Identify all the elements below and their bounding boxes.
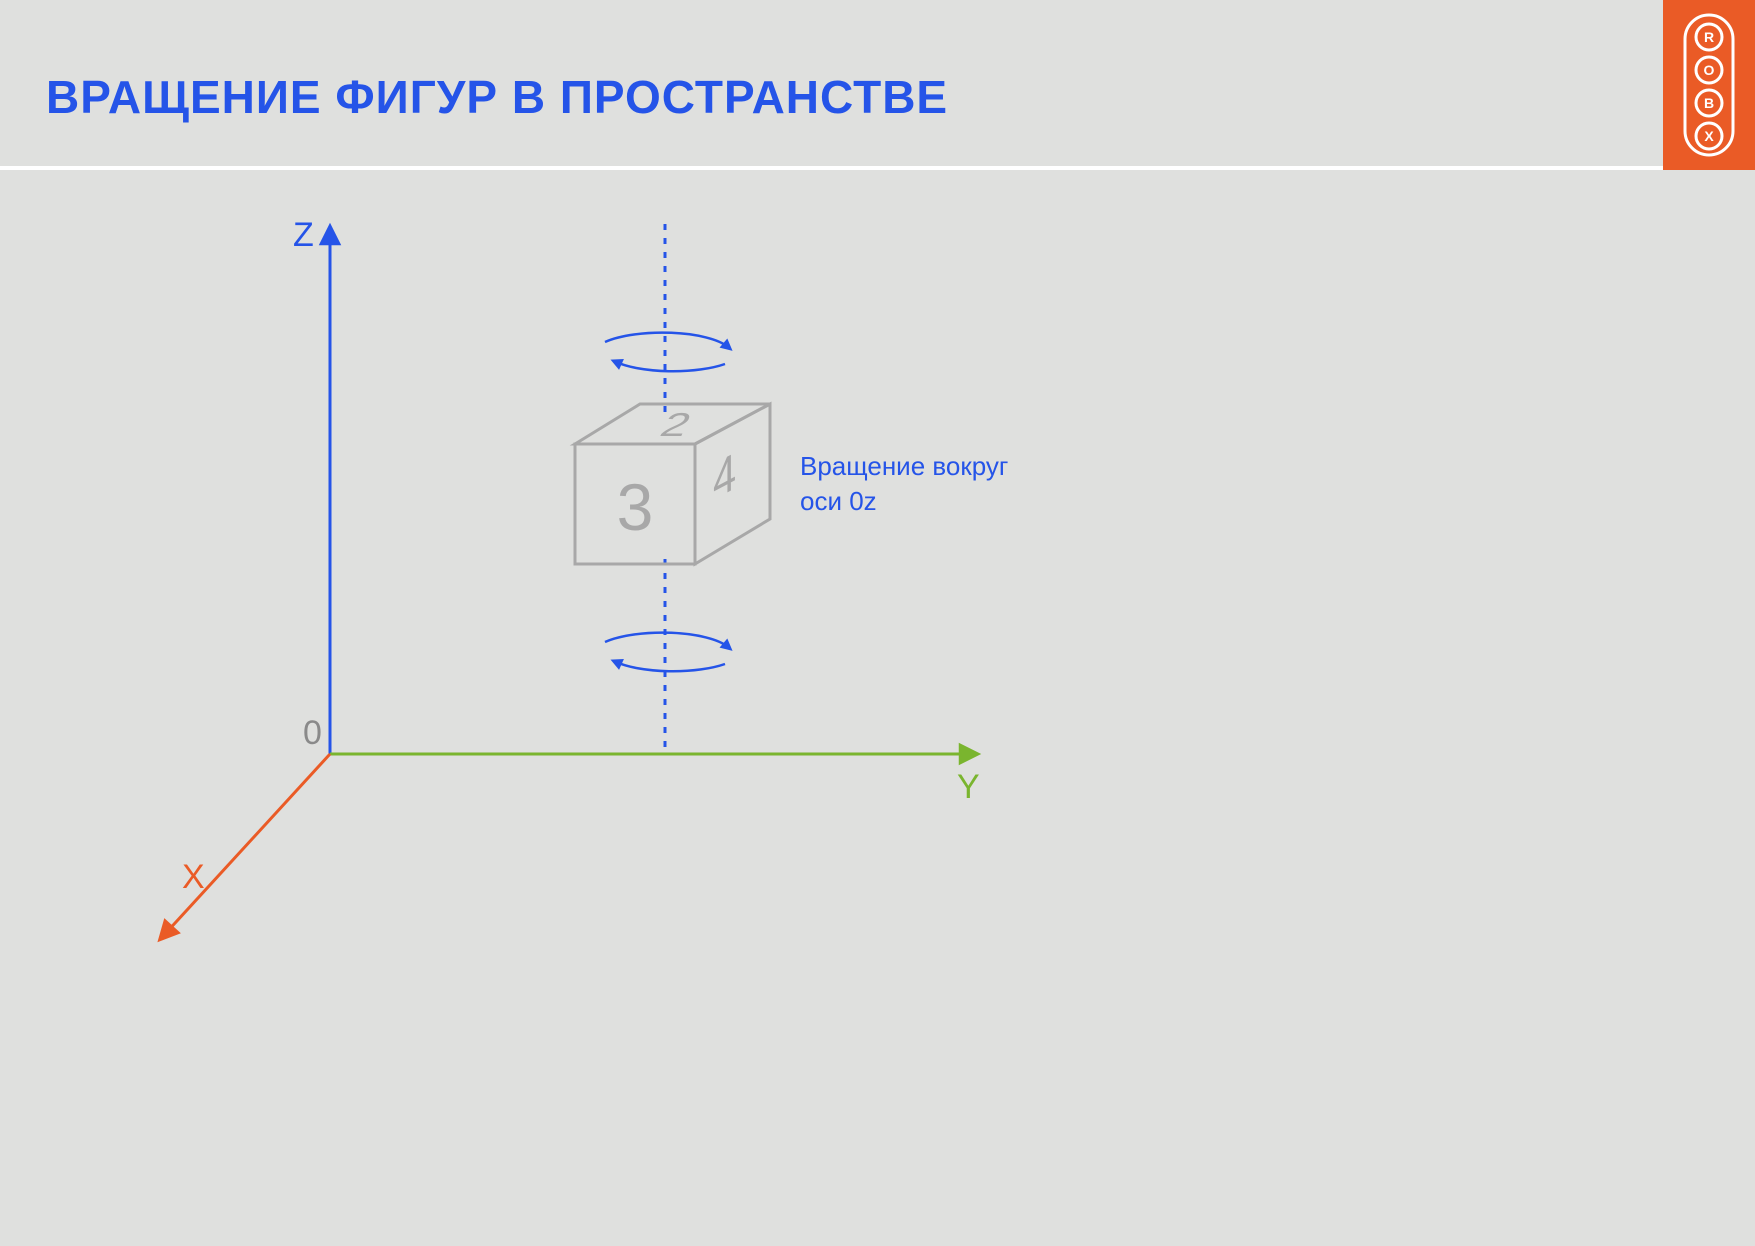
diagram-area: 2 3 4 Z Y X 0 Вращение вокруг оси 0z <box>0 174 1755 1241</box>
annotation-line2: оси 0z <box>800 486 877 516</box>
origin-label: 0 <box>303 714 322 753</box>
cube-face-side: 4 <box>713 441 736 512</box>
logo-letter: R <box>1704 29 1714 45</box>
brand-logo-icon: R O B X <box>1680 10 1738 160</box>
diagram-svg: 2 3 4 <box>0 174 1755 1241</box>
annotation-line1: Вращение вокруг <box>800 451 1008 481</box>
logo-box: R O B X <box>1663 0 1755 170</box>
page-title: ВРАЩЕНИЕ ФИГУР В ПРОСТРАНСТВЕ <box>46 70 948 124</box>
logo-letter: B <box>1704 95 1714 111</box>
header-bar: ВРАЩЕНИЕ ФИГУР В ПРОСТРАНСТВЕ R O B X <box>0 0 1755 170</box>
rotation-arrow-bottom <box>605 633 728 672</box>
cube-face-top: 2 <box>655 406 698 443</box>
logo-letter: X <box>1704 128 1714 144</box>
axis-label-x: X <box>182 858 205 897</box>
cube-face-front: 3 <box>617 470 654 544</box>
rotation-annotation: Вращение вокруг оси 0z <box>800 449 1008 519</box>
logo-letter: O <box>1704 62 1715 78</box>
axis-x <box>165 754 330 934</box>
axis-label-y: Y <box>957 768 980 807</box>
axis-label-z: Z <box>293 216 314 255</box>
